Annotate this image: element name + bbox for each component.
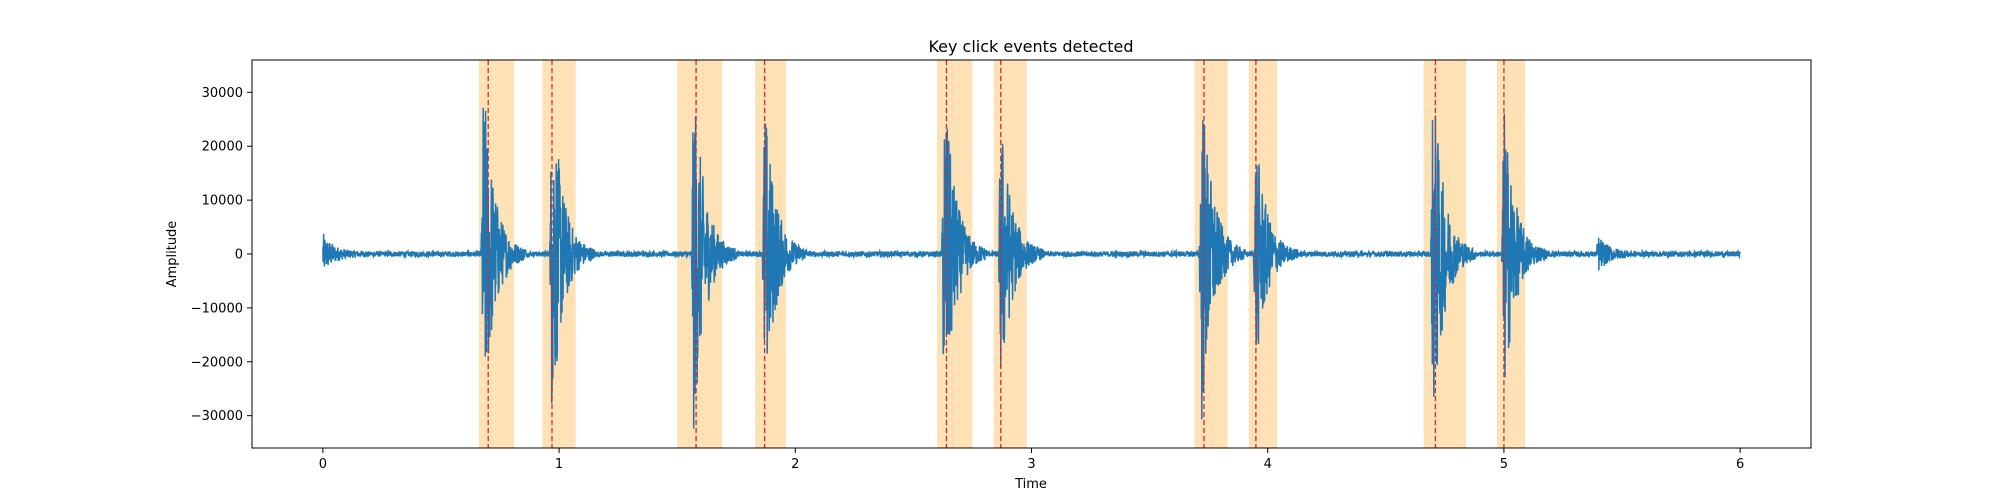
y-tick-label: 30000 [202, 86, 243, 101]
x-tick-label: 0 [319, 457, 327, 472]
waveform-layer [322, 107, 1741, 429]
x-tick-label: 4 [1264, 457, 1272, 472]
y-tick-label: −20000 [191, 355, 243, 370]
x-axis-label: Time [1014, 477, 1047, 492]
chart-title: Key click events detected [928, 37, 1133, 56]
x-tick-label: 5 [1500, 457, 1508, 472]
x-tick-label: 6 [1736, 457, 1744, 472]
y-tick-label: −10000 [191, 301, 243, 316]
y-tick-label: −30000 [191, 409, 243, 424]
y-axis: −30000 −20000 −10000 0 10000 20000 30000 [191, 86, 252, 424]
x-tick-label: 2 [791, 457, 799, 472]
waveform-line [322, 107, 1741, 429]
event-markers-layer [487, 60, 1505, 448]
x-tick-label: 1 [555, 457, 563, 472]
y-tick-label: 0 [235, 248, 243, 263]
x-axis: 0 1 2 3 4 5 6 [319, 448, 1744, 472]
y-tick-label: 10000 [202, 194, 243, 209]
y-axis-label: Amplitude [165, 221, 180, 288]
x-tick-label: 3 [1027, 457, 1035, 472]
y-tick-label: 20000 [202, 140, 243, 155]
